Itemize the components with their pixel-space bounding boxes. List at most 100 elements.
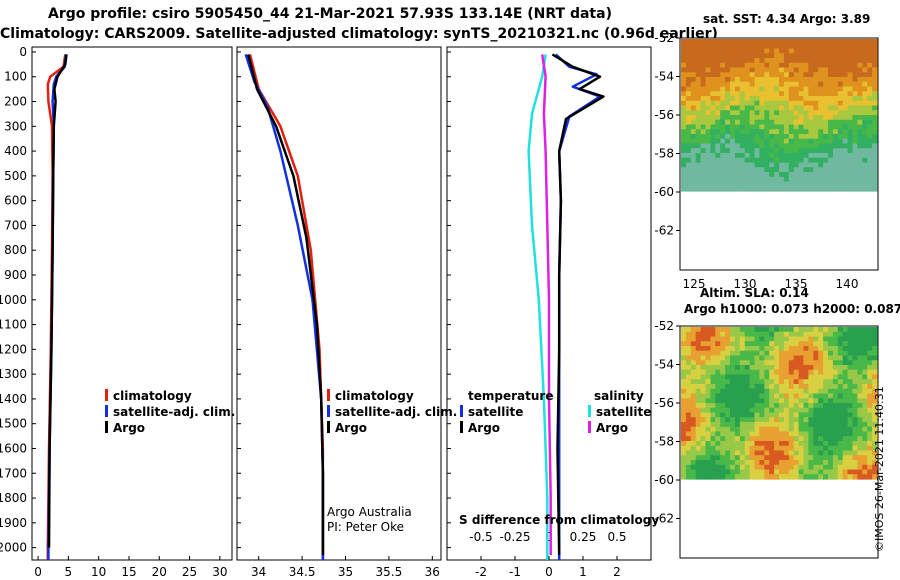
map-cell bbox=[788, 115, 795, 121]
map-cell bbox=[779, 124, 785, 130]
map-cell bbox=[783, 431, 790, 437]
map-cell bbox=[832, 403, 839, 409]
map-cell bbox=[862, 464, 868, 471]
map-cell bbox=[779, 72, 785, 78]
map-cell bbox=[685, 72, 692, 78]
map-cell bbox=[842, 327, 849, 333]
map-cell bbox=[685, 360, 692, 366]
map-cell bbox=[685, 455, 692, 461]
map-cell bbox=[808, 53, 814, 59]
map-cell bbox=[685, 62, 692, 69]
map-cell bbox=[764, 441, 770, 447]
map-cell bbox=[867, 374, 873, 380]
map-cell bbox=[715, 360, 721, 366]
map-cell bbox=[783, 412, 790, 418]
map-cell bbox=[862, 53, 868, 59]
map-cell bbox=[754, 48, 760, 54]
map-cell bbox=[725, 431, 731, 437]
map-cell bbox=[715, 412, 721, 418]
map-cell bbox=[783, 129, 790, 135]
map-cell bbox=[774, 58, 780, 64]
map-cell bbox=[754, 369, 760, 376]
map-cell bbox=[842, 167, 849, 173]
map-cell bbox=[720, 62, 726, 69]
map-cell bbox=[813, 460, 819, 466]
map-cell bbox=[857, 426, 863, 433]
map-cell bbox=[798, 58, 805, 64]
map-cell bbox=[872, 138, 878, 145]
map-cell bbox=[764, 431, 770, 437]
map-cell bbox=[685, 384, 692, 390]
map-cell bbox=[739, 469, 746, 475]
map-cell bbox=[798, 455, 805, 461]
map-cell bbox=[818, 186, 824, 192]
map-cell bbox=[685, 464, 692, 471]
map-cell bbox=[832, 360, 839, 366]
map-cell bbox=[710, 53, 716, 59]
map-cell bbox=[739, 176, 746, 183]
map-cell bbox=[769, 43, 775, 50]
map-cell bbox=[759, 105, 765, 111]
map-cell bbox=[798, 417, 805, 423]
map-cell bbox=[808, 162, 814, 168]
x-tick-label: -2 bbox=[475, 565, 487, 579]
map-cell bbox=[715, 96, 721, 102]
map-cell bbox=[759, 407, 765, 414]
map-cell bbox=[754, 119, 760, 126]
map-cell bbox=[788, 431, 795, 437]
map-cell bbox=[832, 450, 839, 456]
map-cell bbox=[734, 176, 741, 183]
map-cell bbox=[769, 143, 775, 149]
map-cell bbox=[847, 445, 854, 452]
map-cell bbox=[774, 72, 780, 78]
map-cell bbox=[793, 138, 800, 145]
map-cell bbox=[823, 181, 829, 187]
map-cell bbox=[681, 407, 687, 414]
map-cell bbox=[695, 441, 702, 447]
map-cell bbox=[832, 460, 839, 466]
map-cell bbox=[788, 422, 795, 428]
map-cell bbox=[867, 58, 873, 64]
map-cell bbox=[759, 369, 765, 376]
map-cell bbox=[710, 86, 716, 92]
map-cell bbox=[715, 341, 721, 347]
profile-plots: 0100200300400500600700800900100011001200… bbox=[0, 45, 659, 579]
map-cell bbox=[739, 384, 746, 390]
map-cell bbox=[685, 346, 692, 352]
map-cell bbox=[764, 474, 770, 480]
map-cell bbox=[759, 72, 765, 78]
map-cell bbox=[813, 407, 819, 414]
map-cell bbox=[744, 81, 751, 88]
map-cell bbox=[813, 119, 819, 126]
map-cell bbox=[685, 431, 692, 437]
map-cell bbox=[730, 412, 736, 418]
map-cell bbox=[730, 91, 736, 97]
map-cell bbox=[867, 124, 873, 130]
map-cell bbox=[808, 469, 814, 475]
map-cell bbox=[823, 39, 829, 45]
map-cell bbox=[769, 327, 775, 333]
map-cell bbox=[734, 115, 741, 121]
map-cell bbox=[847, 336, 854, 342]
map-cell bbox=[720, 412, 726, 418]
map-cell bbox=[695, 176, 702, 183]
map-cell bbox=[739, 53, 746, 59]
map-cell bbox=[705, 422, 711, 428]
map-cell bbox=[749, 62, 756, 69]
map-cell bbox=[832, 62, 839, 69]
map-cell bbox=[690, 384, 697, 390]
map-cell bbox=[715, 77, 721, 83]
map-cell bbox=[739, 86, 746, 92]
map-cell bbox=[862, 86, 868, 92]
map-cell bbox=[744, 422, 751, 428]
map-cell bbox=[754, 431, 760, 437]
map-cell bbox=[793, 336, 800, 342]
map-cell bbox=[872, 148, 878, 154]
map-cell bbox=[690, 379, 697, 385]
map-cell bbox=[705, 153, 711, 159]
map-cell bbox=[872, 379, 878, 385]
map-cell bbox=[788, 398, 795, 404]
map-cell bbox=[857, 355, 863, 361]
map-cell bbox=[872, 422, 878, 428]
map-cell bbox=[720, 172, 726, 178]
